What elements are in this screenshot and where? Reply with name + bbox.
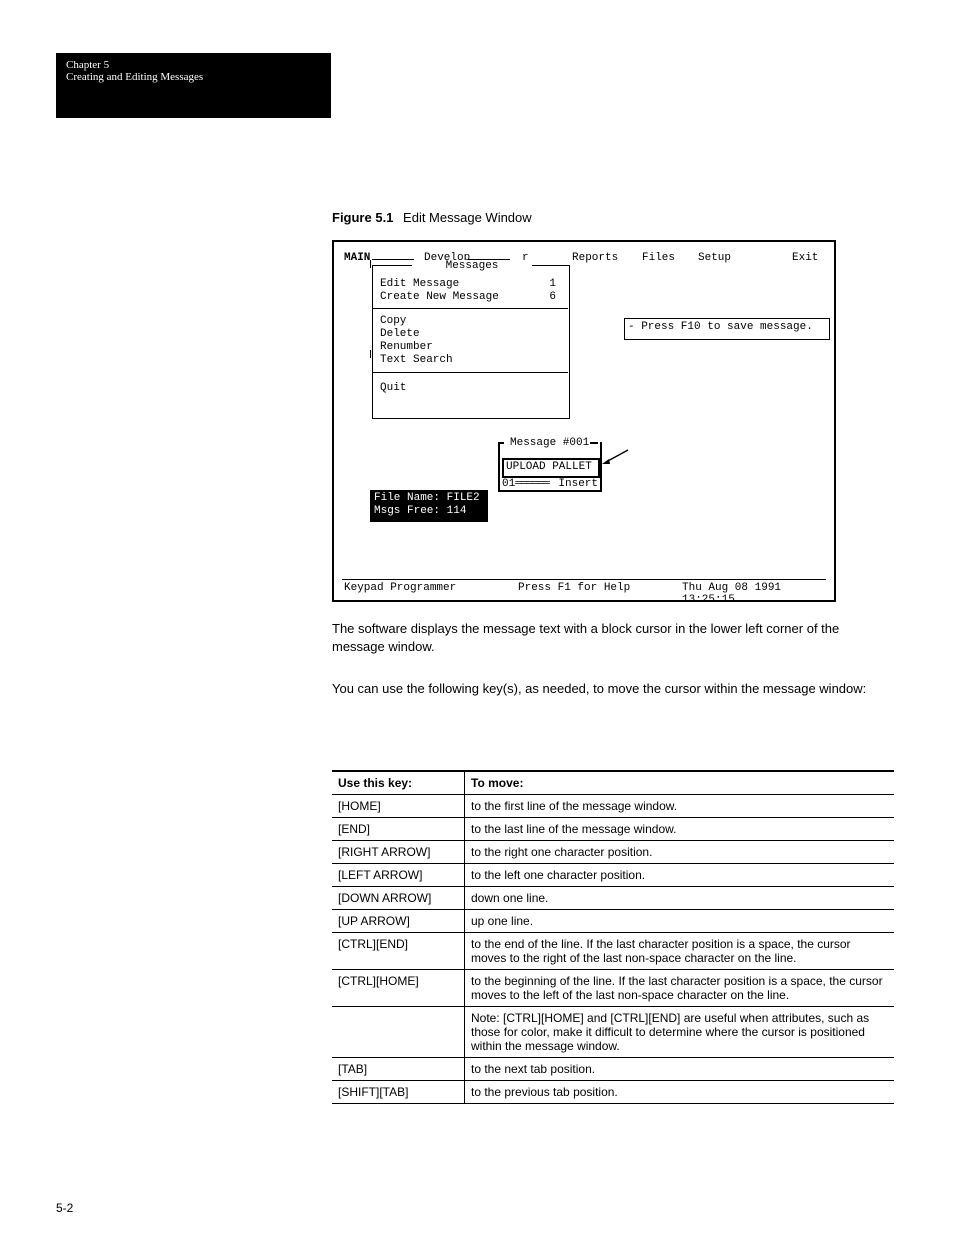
divider [372, 372, 568, 373]
statusbar: Keypad Programmer Press F1 for Help Thu … [342, 579, 826, 594]
divider [372, 308, 568, 309]
terminal-screenshot: MAIN Develop r Reports Files Setup Exit … [332, 240, 836, 602]
statusbar-app-name: Keypad Programmer [344, 582, 456, 594]
menubar-reports[interactable]: Reports [572, 252, 618, 264]
divider [370, 260, 371, 268]
table-cell-desc: to the last line of the message window. [465, 818, 895, 841]
table-row: [SHIFT][TAB]to the previous tab position… [332, 1081, 894, 1104]
body-paragraph: The software displays the message text w… [332, 620, 894, 655]
figure-caption-text: Edit Message Window [403, 210, 532, 225]
menu-item-label: Edit Message [380, 278, 459, 290]
menu-item-delete[interactable]: Delete [380, 328, 560, 341]
table-cell-desc: to the next tab position. [465, 1058, 895, 1081]
file-info-name: File Name: FILE2 [374, 492, 484, 505]
table-cell-key: [TAB] [332, 1058, 465, 1081]
table-cell-key: [CTRL][END] [332, 933, 465, 970]
table-row: [LEFT ARROW]to the left one character po… [332, 864, 894, 887]
table-cell-desc: to the end of the line. If the last char… [465, 933, 895, 970]
table-cell-desc: to the first line of the message window. [465, 795, 895, 818]
table-row: [TAB]to the next tab position. [332, 1058, 894, 1081]
messages-menu-title: Messages [412, 260, 532, 272]
table-cell-key [332, 1007, 465, 1058]
menu-item-edit-message[interactable]: Edit Message 1 [380, 278, 560, 291]
figure-caption: Figure 5.1 Edit Message Window [332, 210, 532, 225]
table-cell-desc: Note: [CTRL][HOME] and [CTRL][END] are u… [465, 1007, 895, 1058]
page-number: 5-2 [56, 1201, 73, 1215]
table-cell-desc: to the previous tab position. [465, 1081, 895, 1104]
arrow-icon [600, 448, 630, 466]
key-movement-table: Use this key: To move: [HOME]to the firs… [332, 770, 894, 1104]
table-row: [DOWN ARROW]down one line. [332, 887, 894, 910]
divider [372, 259, 414, 260]
table-header-desc: To move: [465, 771, 895, 795]
message-window-footer: 01 ══════ Insert [502, 478, 598, 490]
divider: ══════ [515, 478, 558, 490]
menubar-main[interactable]: MAIN [344, 252, 370, 264]
table-row: Note: [CTRL][HOME] and [CTRL][END] are u… [332, 1007, 894, 1058]
save-hint-box: - Press F10 to save message. [624, 318, 830, 340]
menu-item-renumber[interactable]: Renumber [380, 341, 560, 354]
statusbar-datetime: Thu Aug 08 1991 13:25:15 [682, 582, 826, 606]
file-info-box: File Name: FILE2 Msgs Free: 114 [370, 490, 488, 522]
figure-number: Figure 5.1 [332, 210, 393, 225]
menubar-setup[interactable]: Setup [698, 252, 731, 264]
table-row: [UP ARROW]up one line. [332, 910, 894, 933]
menu-item-copy[interactable]: Copy [380, 315, 560, 328]
table-cell-key: [HOME] [332, 795, 465, 818]
table-cell-desc: to the right one character position. [465, 841, 895, 864]
menu-item-label: Create New Message [380, 291, 499, 303]
table-cell-desc: to the beginning of the line. If the las… [465, 970, 895, 1007]
table-cell-key: [SHIFT][TAB] [332, 1081, 465, 1104]
statusbar-help-hint: Press F1 for Help [518, 582, 630, 594]
table-cell-key: [CTRL][HOME] [332, 970, 465, 1007]
menubar-exit[interactable]: Exit [792, 252, 818, 264]
chapter-header-box: Chapter 5 Creating and Editing Messages [56, 53, 331, 118]
message-window-content[interactable]: UPLOAD PALLET [502, 458, 600, 478]
table-row: [RIGHT ARROW]to the right one character … [332, 841, 894, 864]
table-row: [CTRL][HOME]to the beginning of the line… [332, 970, 894, 1007]
table-cell-key: [END] [332, 818, 465, 841]
table-cell-desc: down one line. [465, 887, 895, 910]
table-cell-key: [LEFT ARROW] [332, 864, 465, 887]
table-cell-desc: up one line. [465, 910, 895, 933]
chapter-title: Creating and Editing Messages [66, 71, 321, 83]
menu-item-number: 1 [549, 278, 556, 290]
table-row: [HOME]to the first line of the message w… [332, 795, 894, 818]
menu-item-create-new-message[interactable]: Create New Message 6 [380, 291, 560, 304]
table-cell-key: [RIGHT ARROW] [332, 841, 465, 864]
menubar-files[interactable]: Files [642, 252, 675, 264]
table-row: [END]to the last line of the message win… [332, 818, 894, 841]
menu-item-text-search[interactable]: Text Search [380, 354, 560, 367]
menu-item-quit[interactable]: Quit [380, 382, 560, 395]
table-cell-key: [UP ARROW] [332, 910, 465, 933]
menu-item-number: 6 [549, 291, 556, 303]
divider [370, 350, 371, 358]
body-paragraph: You can use the following key(s), as nee… [332, 680, 894, 698]
message-window-footer-left: 01 [502, 478, 515, 490]
table-row: [CTRL][END]to the end of the line. If th… [332, 933, 894, 970]
file-info-msgs-free: Msgs Free: 114 [374, 505, 484, 518]
chapter-label: Chapter 5 [66, 59, 321, 71]
table-header-key: Use this key: [332, 771, 465, 795]
table-cell-key: [DOWN ARROW] [332, 887, 465, 910]
table-cell-desc: to the left one character position. [465, 864, 895, 887]
message-window-footer-right: Insert [558, 478, 598, 490]
